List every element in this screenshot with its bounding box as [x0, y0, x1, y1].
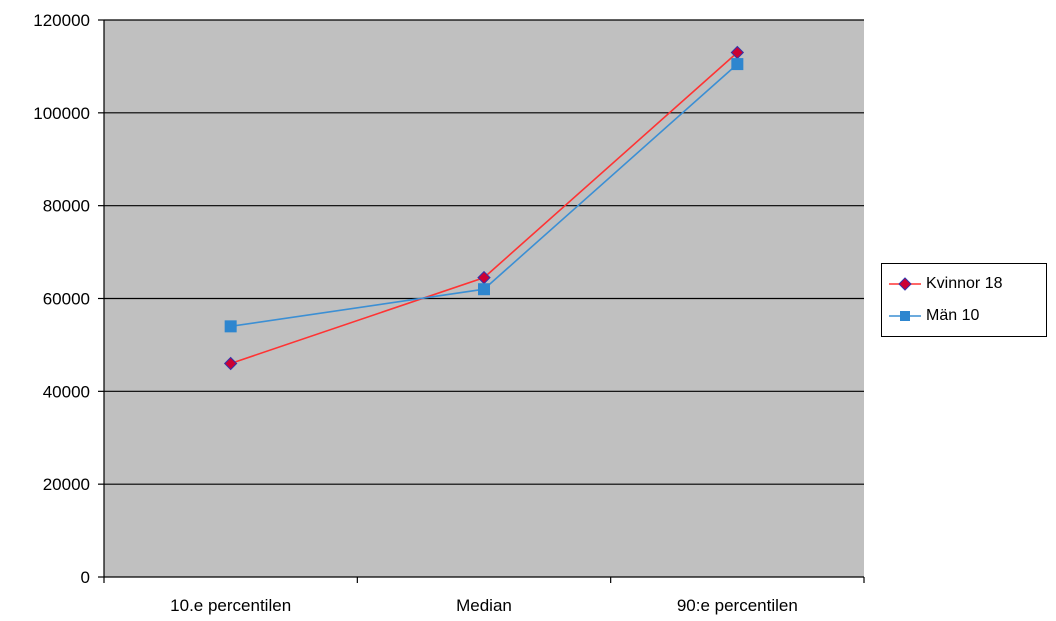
y-tick-label: 60000: [43, 290, 90, 309]
x-tick-label: 10.e percentilen: [170, 596, 291, 615]
y-tick-label: 20000: [43, 475, 90, 494]
legend-label-kvinnor: Kvinnor 18: [926, 275, 1003, 292]
y-tick-label: 80000: [43, 197, 90, 216]
legend-item-kvinnor: Kvinnor 18: [888, 274, 1003, 294]
square-marker-icon: [889, 311, 921, 321]
diamond-marker-icon: [889, 277, 921, 291]
gridlines: [104, 19, 864, 485]
x-tick-label: Median: [456, 596, 512, 615]
legend: Kvinnor 18 Män 10: [881, 263, 1047, 337]
data-point-man: [731, 58, 744, 71]
data-point-man: [478, 283, 490, 296]
legend-label-man: Män 10: [926, 307, 980, 324]
y-ticks: 0 20000 40000 60000 80000 100000 120000: [33, 11, 104, 587]
y-tick-label: 0: [81, 568, 90, 587]
data-point-man: [224, 320, 237, 333]
y-tick-label: 40000: [43, 382, 90, 401]
y-tick-label: 120000: [33, 11, 90, 30]
legend-item-man: Män 10: [888, 306, 979, 326]
x-tick-label: 90:e percentilen: [677, 596, 798, 615]
series-layer: [223, 45, 745, 371]
y-tick-label: 100000: [33, 104, 90, 123]
data-point-kvinnor: [223, 356, 238, 371]
x-ticks: 10.e percentilen Median 90:e percentilen: [103, 577, 865, 615]
